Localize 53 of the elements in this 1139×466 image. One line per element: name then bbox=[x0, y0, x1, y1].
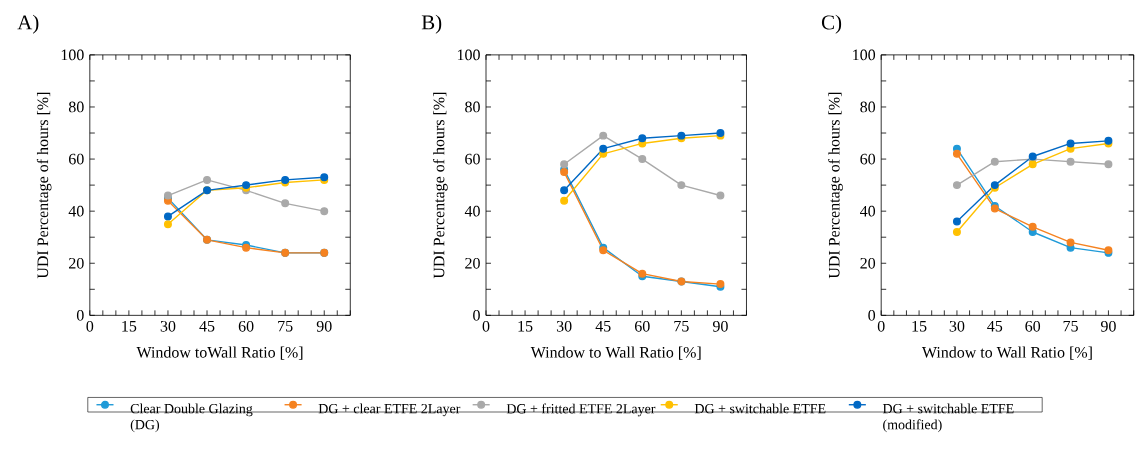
y-tick-label: 100 bbox=[853, 49, 876, 61]
x-tick-label: 75 bbox=[1063, 320, 1078, 332]
legend-label: DG + switchable ETFE (modified) bbox=[882, 403, 1014, 433]
y-tick-label: 80 bbox=[465, 101, 480, 113]
x-tick-label: 15 bbox=[912, 320, 927, 332]
x-tick-label: 75 bbox=[278, 320, 293, 332]
y-tick-label: 20 bbox=[69, 257, 84, 269]
x-tick-label: 15 bbox=[518, 320, 533, 332]
y-axis-title: UDI Percentage of hours [%] bbox=[433, 92, 448, 279]
y-tick-label: 20 bbox=[465, 257, 480, 269]
x-tick-label: 90 bbox=[712, 320, 728, 332]
chart-title: B) bbox=[421, 14, 442, 34]
x-tick-label: 30 bbox=[556, 320, 572, 332]
x-tick-label: 0 bbox=[86, 320, 94, 332]
x-tick-label: 30 bbox=[160, 320, 176, 332]
x-tick-label: 60 bbox=[1025, 320, 1041, 332]
y-tick-label: 40 bbox=[860, 205, 876, 217]
legend-label: DG + clear ETFE 2Layer bbox=[318, 403, 461, 417]
y-tick-label: 100 bbox=[61, 49, 84, 61]
y-tick-label: 20 bbox=[860, 257, 876, 269]
x-axis-title: Window to Wall Ratio [%] bbox=[921, 346, 1092, 360]
legend-label: DG + switchable ETFE bbox=[694, 403, 826, 414]
x-tick-label: 60 bbox=[634, 320, 650, 332]
x-tick-label: 0 bbox=[877, 320, 885, 332]
x-axis-title: Window to Wall Ratio [%] bbox=[530, 346, 701, 360]
chart-title: A) bbox=[17, 14, 39, 34]
x-tick-label: 60 bbox=[238, 320, 254, 332]
legend-label: Clear Double Glazing (DG) bbox=[130, 403, 253, 433]
y-tick-label: 60 bbox=[465, 153, 480, 165]
x-tick-label: 45 bbox=[199, 320, 215, 332]
y-tick-label: 80 bbox=[860, 101, 876, 113]
chart-title: C) bbox=[821, 14, 842, 34]
y-axis-title: UDI Percentage of hours [%] bbox=[828, 92, 843, 279]
y-tick-label: 40 bbox=[464, 205, 480, 217]
legend-label: DG + fritted ETFE 2Layer bbox=[506, 403, 656, 417]
x-tick-label: 90 bbox=[1100, 320, 1116, 332]
x-tick-label: 45 bbox=[987, 320, 1003, 332]
y-axis-title: UDI Percentage of hours [%] bbox=[36, 92, 52, 279]
y-tick-label: 40 bbox=[68, 205, 84, 217]
y-tick-label: 60 bbox=[69, 153, 84, 165]
y-tick-label: 0 bbox=[868, 309, 876, 321]
y-tick-label: 60 bbox=[860, 153, 876, 165]
x-tick-label: 45 bbox=[595, 320, 611, 332]
x-tick-label: 90 bbox=[316, 320, 332, 332]
y-tick-label: 0 bbox=[76, 309, 84, 321]
y-tick-label: 100 bbox=[457, 49, 480, 61]
y-tick-label: 80 bbox=[68, 101, 84, 113]
x-tick-label: 15 bbox=[122, 320, 137, 332]
x-tick-label: 75 bbox=[674, 320, 689, 332]
x-axis-title: Window toWall Ratio [%] bbox=[136, 346, 303, 360]
x-tick-label: 30 bbox=[949, 320, 965, 332]
y-tick-label: 0 bbox=[473, 309, 480, 321]
x-tick-label: 0 bbox=[482, 320, 490, 332]
